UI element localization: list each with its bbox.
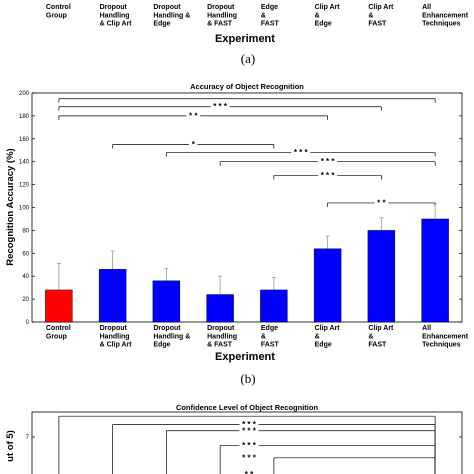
bar <box>206 294 234 323</box>
accuracy-ylabel: Recognition Accuracy (%) <box>5 148 16 265</box>
y-tick-label: 180 <box>19 114 30 120</box>
panel-a-category-label: Control Group <box>46 4 71 19</box>
significance-label-bg <box>318 158 338 165</box>
y-tick-label: 80 <box>22 228 29 234</box>
panel-a-category-label: Dropout Handling & Clip Art <box>100 4 133 28</box>
significance-label-bg <box>239 427 259 434</box>
panel-a-category-label: Dropout Handling & Edge <box>153 4 190 28</box>
accuracy-plot-frame <box>31 92 463 323</box>
bar <box>367 230 396 323</box>
panel-a-category-labels: Control Group Dropout Handling & Clip Art Dro… <box>46 4 469 28</box>
significance-label-bg <box>210 103 230 110</box>
y-tick-label: 140 <box>19 160 30 166</box>
significance-label: * * <box>189 111 198 120</box>
significance-label-bg <box>291 149 311 156</box>
y-tick-label: 20 <box>22 297 29 303</box>
significance-label: * <box>192 140 196 149</box>
significance-label-bg <box>318 172 338 179</box>
significance-label-bg <box>239 421 259 428</box>
accuracy-sublabel: (b) <box>240 371 255 386</box>
panel-a-category-label: Clip Art & FAST <box>368 4 394 28</box>
significance-label: * * * <box>242 441 257 450</box>
confidence-significance-brackets: * * ** * ** * ** * ** * <box>58 415 436 474</box>
accuracy-significance-brackets: * * * * * * * * * * * * * * * * * <box>58 98 436 207</box>
bar <box>260 289 288 323</box>
significance-label-bg <box>239 442 259 449</box>
significance-label: * * * <box>213 102 228 111</box>
significance-label-bg <box>188 141 198 148</box>
y-tick-label: 200 <box>19 91 30 97</box>
accuracy-chart: Accuracy of Object Recognition Recogniti… <box>5 82 469 386</box>
significance-label: * * * <box>242 420 257 429</box>
bar <box>421 218 449 323</box>
bar <box>98 269 127 323</box>
panel-a-category-label: Dropout Handling & FAST <box>207 4 237 28</box>
significance-label-bg <box>239 454 259 461</box>
confidence-chart: Confidence Level of Object Recognition u… <box>5 403 463 474</box>
confidence-chart-title: Confidence Level of Object Recognition <box>176 403 319 412</box>
bar <box>152 280 181 323</box>
y-tick-label: 7 <box>26 435 30 441</box>
panel-a-sublabel: (a) <box>241 51 255 66</box>
significance-label-bg <box>186 112 201 119</box>
confidence-ylabel: ut of 5) <box>5 430 16 462</box>
accuracy-xlabel: Experiment <box>215 351 275 363</box>
significance-label: * * * <box>294 148 309 157</box>
y-tick-label: 100 <box>19 206 30 212</box>
confidence-y-ticks: 67 <box>26 435 462 441</box>
category-label: Dropout Handling & Clip Art <box>100 325 133 349</box>
category-label: Dropout Handling & FAST <box>207 325 237 349</box>
y-tick-label: 40 <box>22 274 29 280</box>
y-tick-label: 60 <box>22 251 29 257</box>
significance-label: * * * <box>321 157 336 166</box>
y-tick-label: 160 <box>19 137 30 143</box>
significance-label-bg <box>374 199 389 206</box>
significance-label: * * <box>377 198 386 207</box>
significance-label: * * * <box>242 453 257 462</box>
accuracy-y-ticks: 0 20 40 60 80 100 120 140 160 180 200 <box>19 91 462 326</box>
accuracy-bars <box>45 203 449 323</box>
panel-a-fragment: Control Group Dropout Handling & Clip Art Dro… <box>46 4 469 66</box>
panel-a-xlabel: Experiment <box>215 33 275 45</box>
category-label: All Enhancement Techniques <box>422 325 469 349</box>
bar <box>45 289 73 323</box>
category-label: Clip Art & Edge <box>315 325 341 349</box>
category-label: Control Group <box>46 325 71 340</box>
y-tick-label: 0 <box>26 320 30 326</box>
category-label: Clip Art & FAST <box>368 325 394 349</box>
y-tick-label: 120 <box>19 183 30 189</box>
category-label: Dropout Handling & Edge <box>153 325 190 349</box>
panel-a-category-label: Edge & FAST <box>261 4 280 28</box>
accuracy-category-labels: Control Group Dropout Handling & Clip Art Dro… <box>46 325 469 349</box>
significance-label: * * * <box>242 426 257 435</box>
category-label: Edge & FAST <box>261 325 280 349</box>
significance-label: * * <box>245 470 254 474</box>
confidence-plot-frame <box>31 411 463 474</box>
bar <box>313 248 342 323</box>
panel-a-category-label: Clip Art & Edge <box>315 4 341 28</box>
significance-label-bg <box>242 471 256 474</box>
significance-label: * * * <box>321 171 336 180</box>
panel-a-category-label: All Enhancement Techniques <box>422 4 469 28</box>
accuracy-chart-title: Accuracy of Object Recognition <box>190 82 304 91</box>
